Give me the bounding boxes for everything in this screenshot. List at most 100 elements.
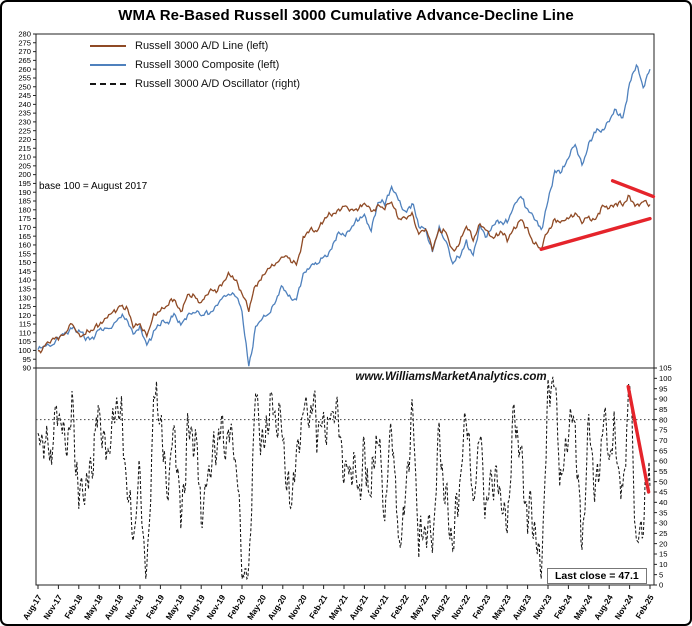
svg-text:55: 55 xyxy=(659,467,667,476)
svg-text:270: 270 xyxy=(18,47,31,56)
svg-text:Aug-18: Aug-18 xyxy=(103,593,126,622)
svg-text:205: 205 xyxy=(18,161,31,170)
svg-text:105: 105 xyxy=(659,364,672,373)
svg-text:50: 50 xyxy=(659,477,667,486)
svg-text:Feb-22: Feb-22 xyxy=(389,593,411,621)
svg-text:90: 90 xyxy=(659,395,667,404)
legend-label-oscillator: Russell 3000 A/D Oscillator (right) xyxy=(135,78,301,90)
svg-text:Feb-20: Feb-20 xyxy=(226,593,248,621)
svg-text:165: 165 xyxy=(18,232,31,241)
composite-line xyxy=(37,63,651,367)
svg-text:110: 110 xyxy=(19,328,31,337)
svg-text:275: 275 xyxy=(18,38,31,47)
svg-text:0: 0 xyxy=(659,581,663,590)
svg-text:80: 80 xyxy=(659,415,667,424)
composite-swatch xyxy=(90,64,126,66)
svg-text:Aug-23: Aug-23 xyxy=(511,593,534,622)
oscillator-swatch xyxy=(90,83,126,85)
svg-text:May-21: May-21 xyxy=(327,593,350,622)
legend-item-ad-line: Russell 3000 A/D Line (left) xyxy=(90,40,300,52)
svg-text:155: 155 xyxy=(18,249,31,258)
svg-text:Aug-17: Aug-17 xyxy=(21,593,44,622)
ad-line xyxy=(37,194,651,354)
svg-text:70: 70 xyxy=(659,436,667,445)
red-trendline xyxy=(610,179,656,199)
svg-text:255: 255 xyxy=(18,74,31,83)
svg-text:175: 175 xyxy=(18,214,31,223)
svg-text:May-22: May-22 xyxy=(409,593,432,622)
svg-text:30: 30 xyxy=(659,519,667,528)
last-close-label: Last close = 47.1 xyxy=(547,568,647,584)
watermark: www.WilliamsMarketAnalytics.com xyxy=(355,371,547,383)
svg-text:May-19: May-19 xyxy=(164,593,187,622)
svg-text:75: 75 xyxy=(659,426,667,435)
svg-text:Aug-22: Aug-22 xyxy=(429,593,452,622)
svg-text:Nov-19: Nov-19 xyxy=(205,593,227,621)
svg-text:240: 240 xyxy=(18,100,31,109)
svg-text:60: 60 xyxy=(659,457,667,466)
svg-text:120: 120 xyxy=(18,311,31,320)
svg-text:65: 65 xyxy=(659,446,667,455)
red-trendline xyxy=(539,216,652,251)
svg-text:170: 170 xyxy=(18,223,31,232)
legend: Russell 3000 A/D Line (left) Russell 300… xyxy=(90,40,300,90)
x-axis: Aug-17Nov-17Feb-18May-18Aug-18Nov-18Feb-… xyxy=(21,585,656,622)
svg-text:185: 185 xyxy=(18,197,31,206)
legend-item-oscillator: Russell 3000 A/D Oscillator (right) xyxy=(90,78,300,90)
legend-item-composite: Russell 3000 Composite (left) xyxy=(90,59,300,71)
bottom-panel-frame xyxy=(35,367,655,586)
oscillator-line xyxy=(37,376,651,581)
svg-text:215: 215 xyxy=(18,144,31,153)
svg-text:Aug-21: Aug-21 xyxy=(348,593,371,622)
legend-label-ad-line: Russell 3000 A/D Line (left) xyxy=(135,40,269,52)
base-note: base 100 = August 2017 xyxy=(39,181,148,192)
svg-text:40: 40 xyxy=(659,498,667,507)
svg-text:95: 95 xyxy=(23,355,31,364)
svg-text:125: 125 xyxy=(18,302,31,311)
svg-text:245: 245 xyxy=(18,91,31,100)
svg-text:85: 85 xyxy=(659,405,667,414)
svg-text:Feb-24: Feb-24 xyxy=(552,593,574,621)
svg-text:May-18: May-18 xyxy=(83,593,106,622)
svg-text:Nov-22: Nov-22 xyxy=(450,593,472,621)
svg-text:Feb-19: Feb-19 xyxy=(144,593,166,621)
svg-text:Nov-18: Nov-18 xyxy=(124,593,146,621)
svg-text:Aug-24: Aug-24 xyxy=(593,593,616,622)
svg-text:Feb-23: Feb-23 xyxy=(471,593,493,621)
svg-text:Feb-21: Feb-21 xyxy=(308,593,330,621)
svg-text:Nov-23: Nov-23 xyxy=(532,593,554,621)
svg-text:May-23: May-23 xyxy=(491,593,514,622)
svg-text:150: 150 xyxy=(18,258,31,267)
svg-text:10: 10 xyxy=(659,560,667,569)
svg-text:235: 235 xyxy=(18,109,31,118)
svg-text:130: 130 xyxy=(18,293,31,302)
red-trendline xyxy=(626,384,651,494)
svg-text:200: 200 xyxy=(18,170,31,179)
svg-text:280: 280 xyxy=(18,30,31,39)
svg-text:15: 15 xyxy=(659,550,667,559)
svg-text:140: 140 xyxy=(18,276,31,285)
svg-text:135: 135 xyxy=(18,284,31,293)
svg-text:105: 105 xyxy=(18,337,31,346)
svg-text:115: 115 xyxy=(19,320,31,329)
svg-text:20: 20 xyxy=(659,539,667,548)
svg-text:100: 100 xyxy=(18,346,31,355)
svg-text:145: 145 xyxy=(18,267,31,276)
svg-text:Feb-25: Feb-25 xyxy=(634,593,656,621)
svg-text:220: 220 xyxy=(18,135,31,144)
svg-text:225: 225 xyxy=(18,126,31,135)
svg-text:100: 100 xyxy=(659,374,672,383)
svg-text:230: 230 xyxy=(18,117,31,126)
svg-text:May-24: May-24 xyxy=(572,593,595,622)
svg-text:265: 265 xyxy=(18,56,31,65)
svg-text:210: 210 xyxy=(18,153,31,162)
right-axis: 0510152025303540455055606570758085909510… xyxy=(654,364,672,590)
svg-text:45: 45 xyxy=(659,488,667,497)
svg-text:190: 190 xyxy=(18,188,31,197)
svg-text:90: 90 xyxy=(23,364,31,373)
svg-text:95: 95 xyxy=(659,384,667,393)
svg-text:Aug-19: Aug-19 xyxy=(185,593,208,622)
svg-text:Feb-18: Feb-18 xyxy=(63,593,85,621)
